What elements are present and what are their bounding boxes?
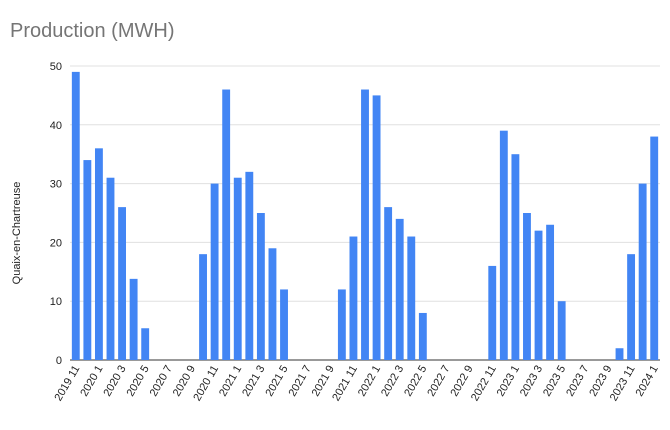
bar — [499, 130, 508, 360]
bar — [418, 312, 427, 360]
y-tick-label: 40 — [50, 120, 62, 132]
bar — [638, 183, 647, 360]
bar — [233, 177, 242, 360]
bar — [395, 218, 404, 360]
bar — [280, 289, 288, 360]
bar — [523, 213, 531, 360]
bar — [118, 207, 126, 360]
bar — [71, 71, 80, 360]
bar — [407, 236, 416, 360]
bar — [210, 183, 219, 360]
bar — [557, 301, 566, 360]
bar — [256, 213, 265, 360]
y-axis-label: Quaix-en-Chartreuse — [11, 182, 23, 285]
bar — [141, 328, 150, 360]
bar — [361, 89, 369, 361]
bar — [546, 224, 555, 360]
chart-title: Production (MWH) — [10, 20, 175, 42]
bar — [534, 230, 543, 360]
y-tick-label: 10 — [50, 296, 62, 308]
y-tick-label: 0 — [56, 355, 62, 367]
bar — [94, 148, 103, 360]
y-tick-label: 20 — [50, 237, 62, 249]
bar — [268, 248, 277, 360]
bar — [650, 136, 659, 360]
bar — [222, 89, 231, 361]
bar — [511, 154, 520, 360]
y-tick-label: 50 — [50, 61, 62, 73]
bar — [627, 254, 636, 360]
bars — [71, 71, 659, 361]
x-tick-label: 2024 1 — [634, 364, 661, 399]
bar — [337, 289, 346, 360]
x-tick-label: 2019 11 — [53, 364, 83, 404]
bar — [83, 160, 92, 360]
bar — [245, 171, 254, 360]
bar — [384, 207, 393, 360]
bar — [372, 95, 381, 361]
y-tick-labels: 0 10 20 30 40 50 — [50, 61, 62, 367]
bar — [349, 236, 358, 360]
bar — [488, 265, 497, 360]
bar — [106, 177, 115, 360]
bar — [615, 348, 624, 360]
bar — [199, 254, 207, 360]
bar — [129, 278, 138, 360]
y-tick-label: 30 — [50, 179, 62, 191]
